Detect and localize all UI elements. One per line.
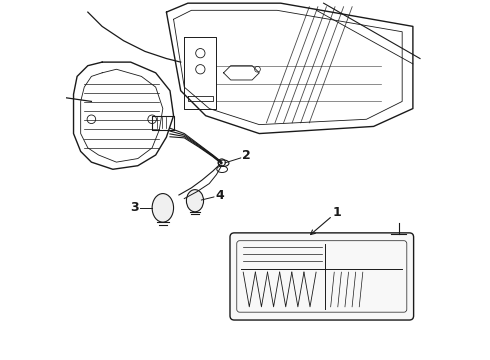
Text: 4: 4 bbox=[216, 189, 224, 202]
FancyBboxPatch shape bbox=[230, 233, 414, 320]
Text: 2: 2 bbox=[243, 149, 251, 162]
Text: 1: 1 bbox=[333, 206, 342, 219]
Ellipse shape bbox=[152, 194, 173, 222]
Ellipse shape bbox=[186, 190, 203, 212]
Text: 3: 3 bbox=[130, 201, 139, 214]
